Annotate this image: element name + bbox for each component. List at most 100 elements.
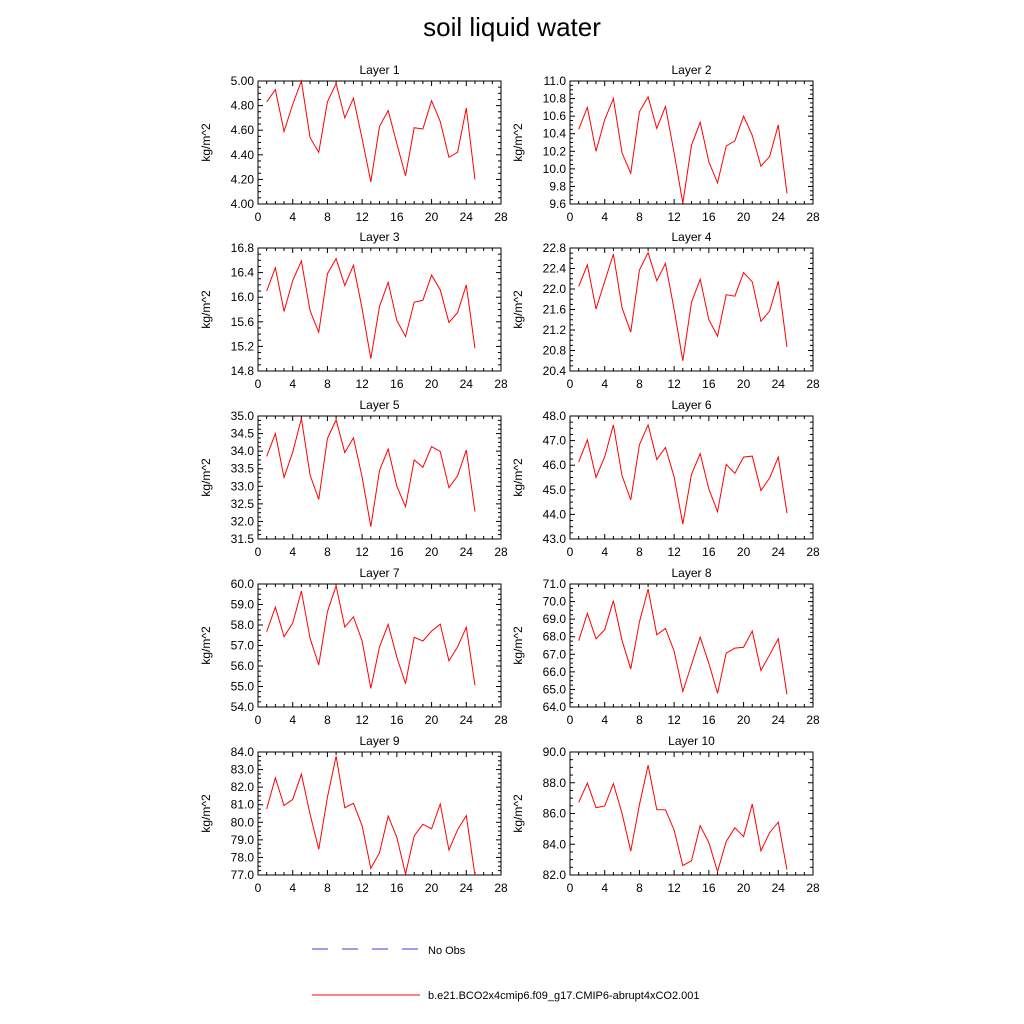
y-tick-label: 16.4 [231,266,255,280]
y-tick-label: 79.0 [231,833,255,847]
x-tick-label: 24 [460,545,474,559]
series-line [578,95,788,204]
y-tick-label: 77.0 [231,868,255,882]
x-tick-label: 0 [255,713,262,727]
y-axis-label: kg/m^2 [199,794,213,833]
y-tick-label: 15.6 [231,315,255,329]
x-tick-label: 28 [806,377,820,391]
y-tick-label: 4.80 [231,99,255,113]
y-tick-label: 83.0 [231,763,255,777]
panel-layer-5: Layer 5 0 4 8 12 16 20 24 28 31.5 32.0 32.5 33.0 33.5… [199,398,508,559]
y-tick-label: 15.2 [231,339,255,353]
plot-frame [257,247,502,372]
y-tick-label: 84.0 [231,745,255,759]
plot-frame [569,247,814,372]
y-tick-label: 35.0 [231,409,255,423]
series-line [578,251,788,361]
x-tick-label: 28 [494,377,508,391]
y-tick-label: 86.0 [543,807,567,821]
y-tick-label: 22.0 [543,282,567,296]
series-line [266,418,476,527]
panel-layer-10: Layer 10 0 4 8 12 16 20 24 28 82.0 84.0 86.0 88.0 90.… [511,734,820,895]
x-tick-label: 4 [289,545,296,559]
x-tick-label: 28 [494,713,508,727]
x-tick-label: 4 [289,210,296,224]
x-tick-label: 12 [667,881,681,895]
y-tick-label: 65.0 [543,682,567,696]
y-tick-label: 90.0 [543,745,567,759]
x-tick-label: 24 [772,881,786,895]
x-tick-label: 0 [567,881,574,895]
y-tick-label: 64.0 [543,700,567,714]
y-tick-label: 56.0 [231,659,255,673]
y-tick-label: 20.8 [543,344,567,358]
x-tick-label: 8 [324,545,331,559]
x-tick-label: 0 [255,545,262,559]
y-axis-label: kg/m^2 [511,626,525,665]
y-tick-label: 16.0 [231,290,255,304]
y-tick-label: 60.0 [231,577,255,591]
y-tick-label: 82.0 [543,868,567,882]
figure-title: soil liquid water [423,12,601,42]
y-tick-label: 88.0 [543,776,567,790]
series-line [266,257,476,359]
y-tick-label: 68.0 [543,630,567,644]
y-tick-label: 32.0 [231,514,255,528]
x-tick-label: 12 [667,713,681,727]
y-tick-label: 54.0 [231,700,255,714]
y-tick-label: 45.0 [543,483,567,497]
plot-frame [257,583,502,708]
x-tick-label: 28 [806,545,820,559]
y-tick-label: 5.00 [231,74,255,88]
x-tick-label: 12 [667,545,681,559]
y-tick-label: 10.6 [543,109,567,123]
x-tick-label: 4 [289,377,296,391]
plot-frame [569,80,814,205]
x-tick-label: 20 [425,713,439,727]
y-tick-label: 4.00 [231,197,255,211]
y-tick-label: 32.5 [231,497,255,511]
y-axis-label: kg/m^2 [199,290,213,329]
x-tick-label: 24 [772,377,786,391]
y-tick-label: 70.0 [543,595,567,609]
plot-frame [257,751,502,876]
x-tick-label: 16 [702,881,716,895]
y-axis-label: kg/m^2 [511,794,525,833]
x-tick-label: 0 [567,545,574,559]
x-tick-label: 0 [255,881,262,895]
panel-title: Layer 4 [671,230,711,244]
x-tick-label: 4 [601,713,608,727]
y-tick-label: 57.0 [231,639,255,653]
y-tick-label: 34.0 [231,444,255,458]
y-tick-label: 48.0 [543,409,567,423]
x-tick-label: 20 [737,545,751,559]
x-tick-label: 0 [255,377,262,391]
x-tick-label: 8 [636,881,643,895]
x-tick-label: 20 [425,545,439,559]
x-tick-label: 0 [567,377,574,391]
panel-title: Layer 8 [671,566,711,580]
panel-layer-8: Layer 8 0 4 8 12 16 20 24 28 64.0 65.0 66.0 67.0 68.0… [511,566,820,727]
x-tick-label: 16 [390,377,404,391]
x-tick-label: 28 [494,545,508,559]
x-tick-label: 16 [390,210,404,224]
x-tick-label: 0 [567,210,574,224]
x-tick-label: 8 [636,377,643,391]
y-axis-label: kg/m^2 [199,626,213,665]
legend-label-no-obs: No Obs [428,945,466,957]
y-tick-label: 55.0 [231,680,255,694]
x-tick-label: 16 [702,210,716,224]
x-tick-label: 28 [806,881,820,895]
y-axis-label: kg/m^2 [199,123,213,162]
panel-title: Layer 10 [668,734,715,748]
panel-title: Layer 3 [359,230,399,244]
x-tick-label: 16 [390,713,404,727]
y-tick-label: 67.0 [543,647,567,661]
x-tick-label: 24 [460,881,474,895]
panel-layer-2: Layer 2 0 4 8 12 16 20 24 28 9.6 9.8 10.0 10.2 10.4 10… [511,63,820,224]
x-tick-label: 16 [390,545,404,559]
x-tick-label: 4 [289,713,296,727]
x-tick-label: 28 [494,210,508,224]
x-tick-label: 8 [324,713,331,727]
